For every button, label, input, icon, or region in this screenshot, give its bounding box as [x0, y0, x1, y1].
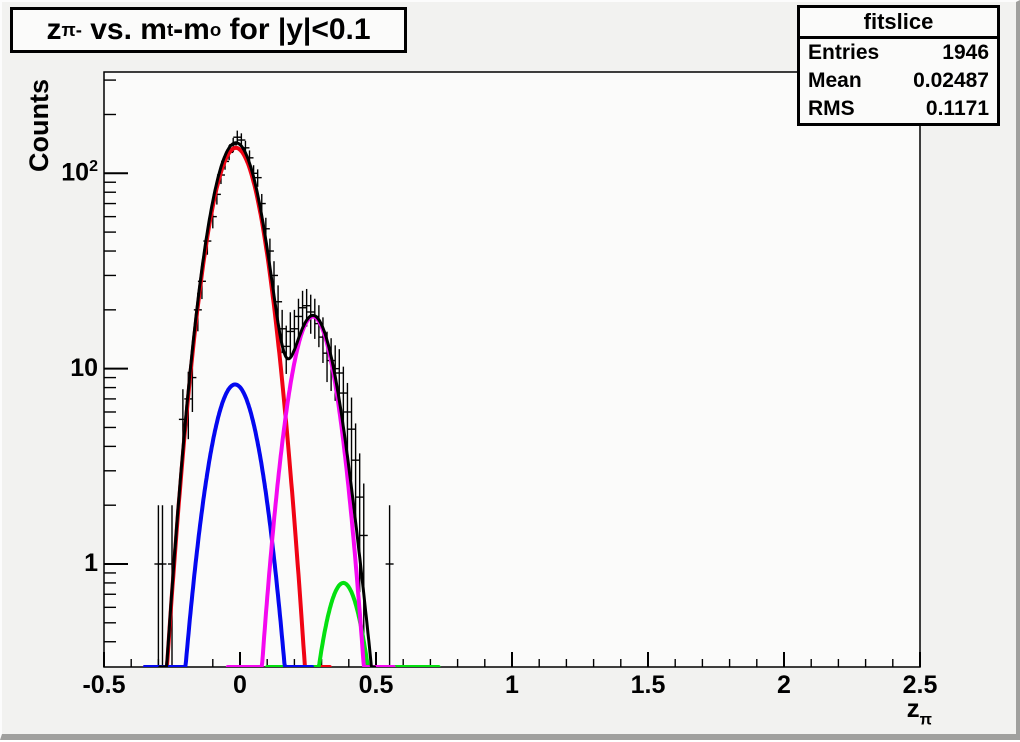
stats-box: fitslice Entries 1946 Mean 0.02487 RMS 0…: [797, 5, 1000, 126]
y-tick-label-102: 102: [8, 158, 98, 187]
stats-row-rms: RMS 0.1171: [800, 95, 997, 123]
plot-title-seg-4: -m: [173, 13, 210, 47]
plot-title-seg-0: z: [46, 13, 61, 47]
stats-value-rms: 0.1171: [926, 96, 989, 122]
stats-row-mean: Mean 0.02487: [800, 67, 997, 95]
plot-title-seg-1: π-: [61, 19, 81, 41]
stats-value-entries: 1946: [942, 40, 989, 66]
x-tick-label-1.5: 1.5: [603, 671, 693, 700]
x-tick-label-0: 0: [195, 671, 285, 700]
stats-box-title: fitslice: [800, 8, 997, 39]
stats-label-rms: RMS: [808, 96, 855, 122]
plot-title-seg-2: vs. m: [82, 13, 167, 47]
y-tick-label-1: 1: [8, 549, 98, 578]
plot-title-seg-6: for |y|<0.1: [221, 13, 370, 47]
x-tick-label-0.5: 0.5: [331, 671, 421, 700]
x-axis-title-seg-1: π: [920, 710, 932, 728]
y-tick-label-10: 10: [8, 354, 98, 383]
plot-title-seg-5: o: [210, 19, 221, 41]
stats-label-mean: Mean: [808, 68, 862, 94]
x-tick-label--0.5: -0.5: [59, 671, 149, 700]
stats-row-entries: Entries 1946: [800, 39, 997, 67]
stats-value-mean: 0.02487: [913, 68, 989, 94]
stats-label-entries: Entries: [808, 40, 879, 66]
x-tick-label-2.5: 2.5: [875, 671, 965, 700]
x-tick-label-1: 1: [467, 671, 557, 700]
x-tick-label-2: 2: [739, 671, 829, 700]
